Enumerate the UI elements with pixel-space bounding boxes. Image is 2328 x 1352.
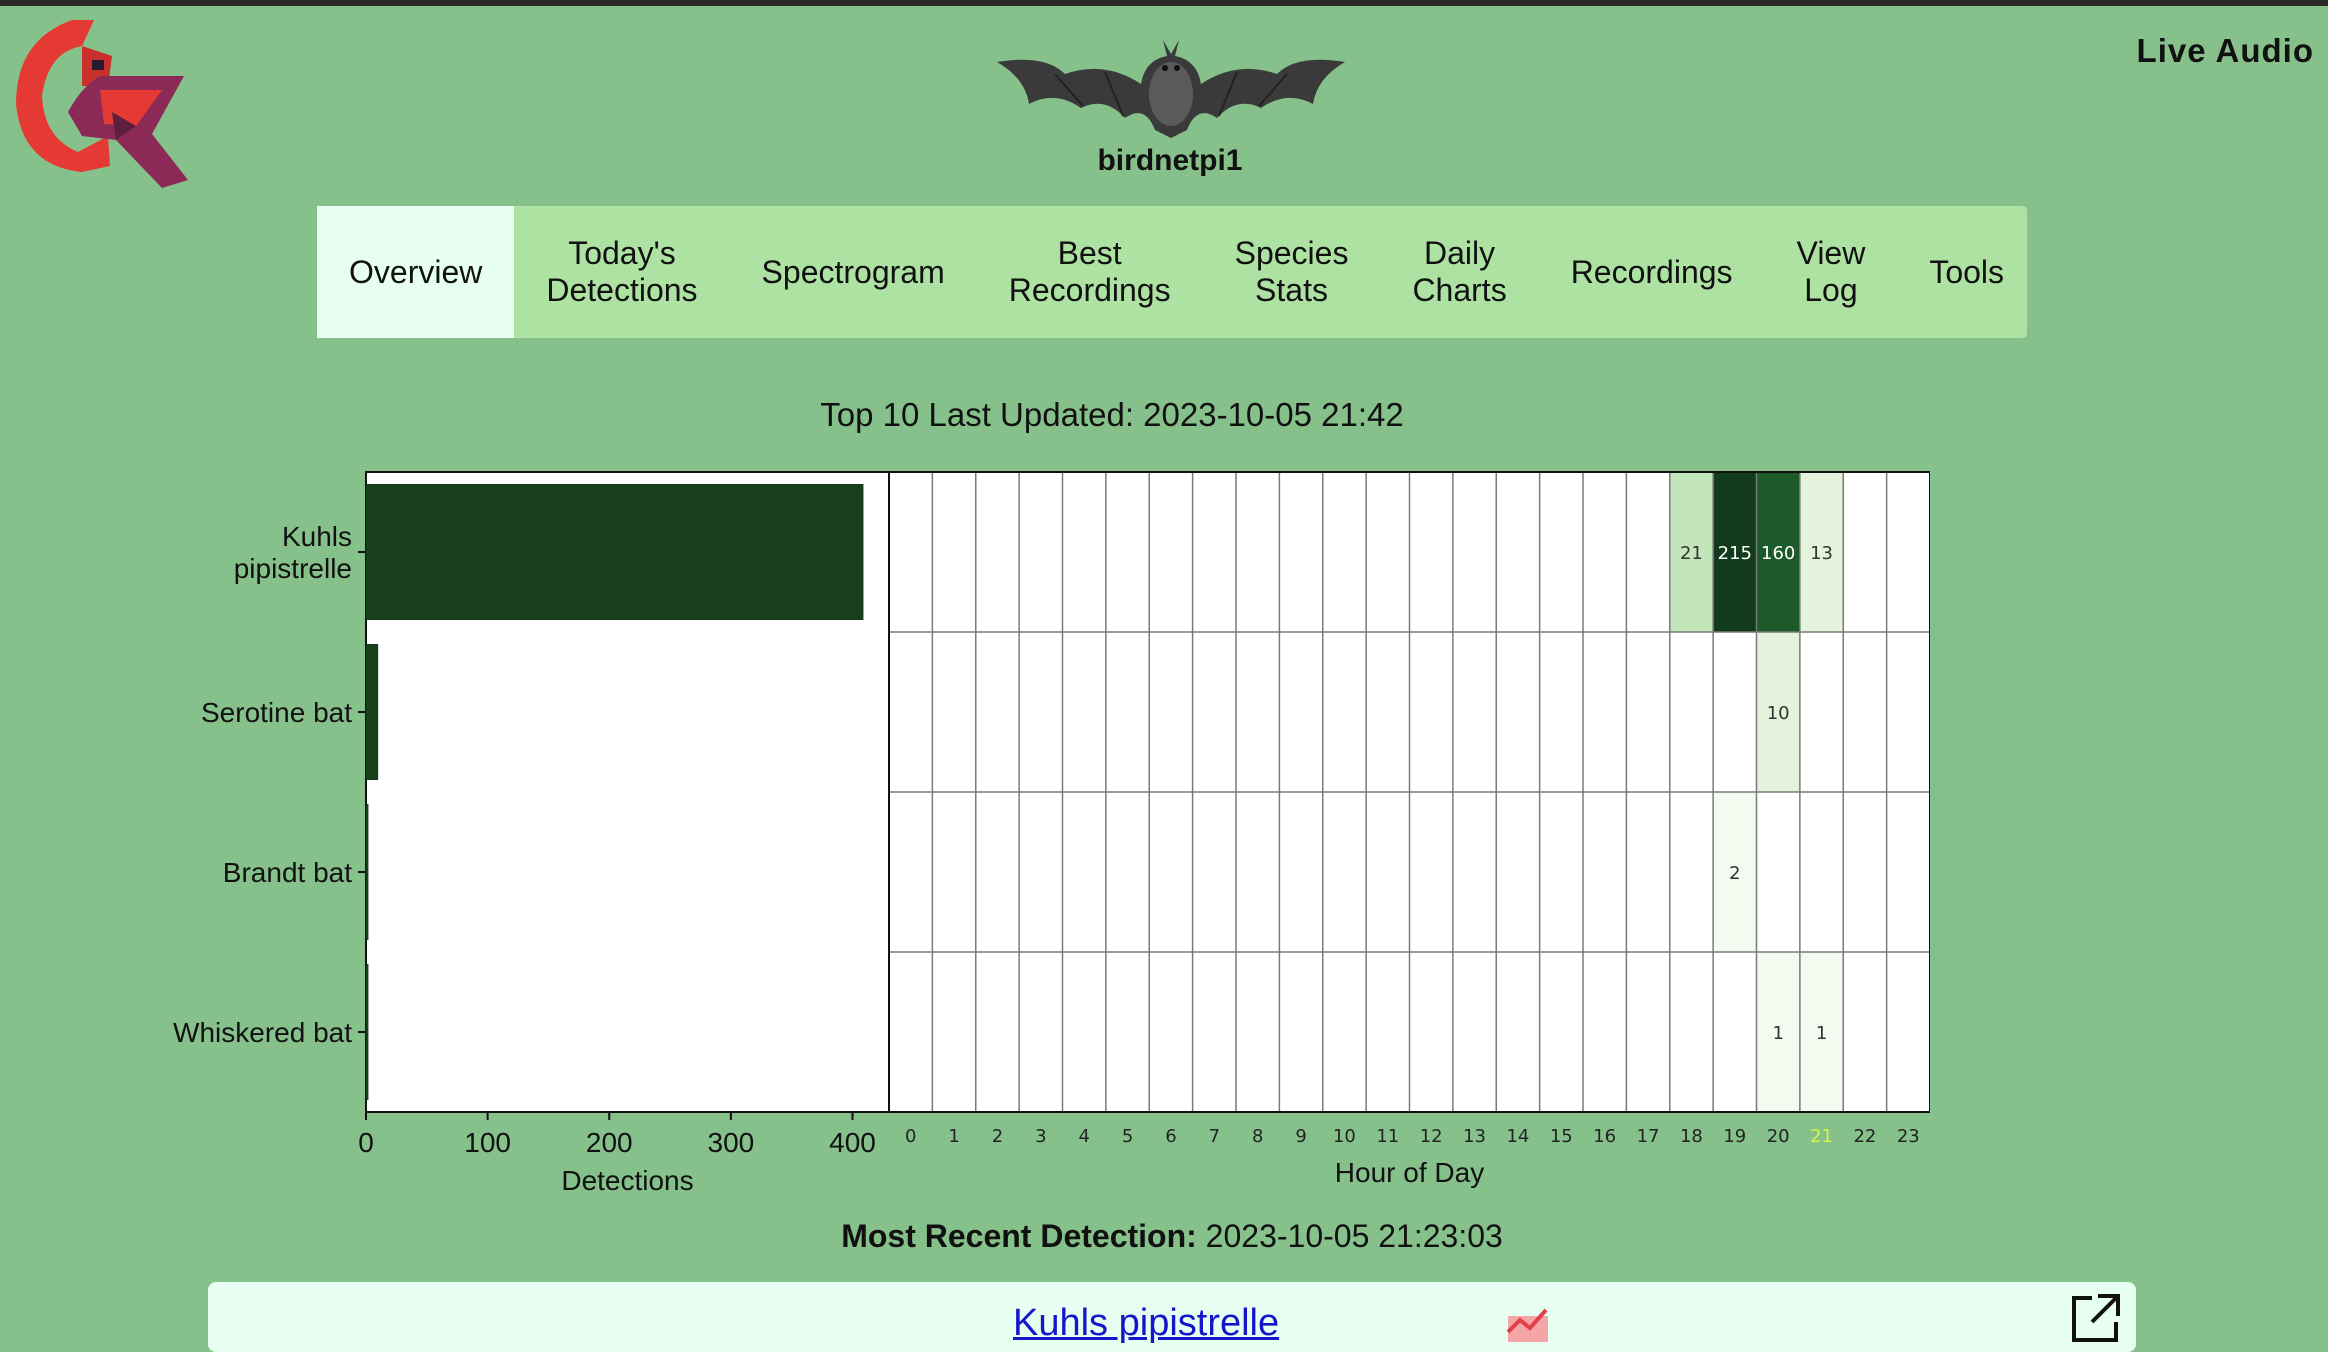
heatmap-cell-value: 1 (1772, 1023, 1783, 1044)
hour-tick-label: 17 (1637, 1126, 1660, 1147)
nav-label: Spectrogram (761, 253, 945, 290)
hour-tick-label: 14 (1506, 1126, 1529, 1147)
hour-tick-label: 1 (948, 1126, 959, 1147)
hour-tick-label: 9 (1295, 1126, 1306, 1147)
heatmap-x-axis-label: Hour of Day (1335, 1157, 1484, 1188)
nav-label: Tools (1929, 253, 2005, 290)
nav-label: Recordings (1008, 272, 1171, 308)
top10-last-updated: Top 10 Last Updated: 2023-10-05 21:42 (820, 396, 1404, 433)
hour-tick-label: 11 (1376, 1126, 1399, 1147)
heatmap-cell-value: 215 (1718, 543, 1752, 564)
heatmap-cell (1756, 632, 1800, 792)
nav-label: View (1796, 235, 1866, 271)
bar (366, 804, 369, 940)
y-tick-label: Kuhls (282, 521, 352, 552)
x-tick-label: 100 (464, 1127, 511, 1158)
heatmap-cell (1669, 472, 1714, 632)
nav-label: Species (1234, 235, 1349, 271)
most-recent-time: 2023-10-05 21:23:03 (1205, 1218, 1503, 1254)
hour-tick-label: 3 (1035, 1126, 1046, 1147)
nav-daily-charts[interactable]: Daily Charts (1380, 206, 1538, 338)
x-tick-label: 200 (586, 1127, 633, 1158)
bat-icon (997, 40, 1345, 138)
nav-label: Today's (568, 235, 676, 271)
most-recent-label: Most Recent Detection: (841, 1218, 1197, 1254)
x-tick-label: 0 (358, 1127, 374, 1158)
nav-label: Log (1804, 272, 1858, 308)
nav-recordings[interactable]: Recordings (1539, 206, 1765, 338)
heatmap-cell-value: 160 (1761, 543, 1795, 564)
bar (366, 964, 369, 1100)
nav-view-log[interactable]: View Log (1765, 206, 1898, 338)
open-external-icon[interactable] (2070, 1292, 2122, 1344)
main-nav: Overview Today's Detections Spectrogram Best… (317, 206, 2027, 338)
most-recent-detection: Most Recent Detection: 2023-10-05 21:23:… (0, 1218, 2328, 1255)
hour-tick-label: 6 (1165, 1126, 1176, 1147)
site-name: birdnetpi1 (1097, 144, 1243, 177)
nav-tools[interactable]: Tools (1897, 206, 2036, 338)
hour-tick-label: 16 (1593, 1126, 1616, 1147)
x-tick-label: 300 (708, 1127, 755, 1158)
nav-label: Stats (1255, 272, 1328, 308)
hour-tick-label: 21 (1810, 1126, 1833, 1147)
nav-label: Daily (1424, 235, 1496, 271)
heatmap-cell (1799, 952, 1844, 1112)
trend-chart-icon[interactable] (1506, 1302, 1550, 1342)
heatmap-cell-value: 21 (1680, 543, 1703, 564)
window-top-border (0, 0, 2328, 6)
hour-tick-label: 22 (1853, 1126, 1876, 1147)
hour-tick-label: 2 (992, 1126, 1003, 1147)
hour-tick-label: 13 (1463, 1126, 1486, 1147)
heatmap-border (888, 471, 1930, 1113)
hour-tick-label: 20 (1767, 1126, 1790, 1147)
nav-label: Best (1057, 235, 1122, 271)
y-tick-label: Brandt bat (223, 857, 352, 888)
heatmap-cell (1756, 472, 1800, 632)
hour-tick-label: 19 (1723, 1126, 1746, 1147)
hour-tick-label: 0 (905, 1126, 916, 1147)
heatmap-cell-value: 2 (1729, 863, 1740, 884)
heatmap-cell (1713, 472, 1757, 632)
hour-tick-label: 18 (1680, 1126, 1703, 1147)
nav-today-s-detections[interactable]: Today's Detections (514, 206, 729, 338)
bar (366, 484, 864, 620)
recent-species-link[interactable]: Kuhls pipistrelle (1013, 1302, 1280, 1344)
hour-tick-label: 10 (1333, 1126, 1356, 1147)
x-axis-label: Detections (561, 1165, 693, 1196)
live-audio-button[interactable]: Live Audio (2136, 32, 2314, 69)
nav-label: Overview (349, 253, 483, 290)
y-tick-label: Serotine bat (201, 697, 352, 728)
recent-detection-card: Kuhls pipistrelle (208, 1282, 2136, 1352)
hour-tick-label: 5 (1122, 1126, 1133, 1147)
nav-label: Charts (1412, 272, 1507, 308)
hour-tick-label: 4 (1078, 1126, 1089, 1147)
y-tick-label: Whiskered bat (173, 1017, 352, 1048)
hour-tick-label: 23 (1897, 1126, 1920, 1147)
hour-tick-label: 12 (1420, 1126, 1443, 1147)
bar (366, 644, 379, 780)
x-tick-label: 400 (829, 1127, 876, 1158)
y-tick-label: pipistrelle (234, 553, 352, 584)
nav-best-recordings[interactable]: Best Recordings (977, 206, 1203, 338)
heatmap-cell (1756, 952, 1800, 1112)
heatmap-cell-value: 10 (1767, 703, 1790, 724)
nav-species-stats[interactable]: Species Stats (1203, 206, 1381, 338)
nav-label: Detections (546, 272, 698, 308)
heatmap-cell-value: 1 (1816, 1023, 1827, 1044)
nav-spectrogram[interactable]: Spectrogram (730, 206, 977, 338)
heatmap-cell (1713, 792, 1757, 952)
hour-tick-label: 15 (1550, 1126, 1573, 1147)
hour-tick-label: 8 (1252, 1126, 1263, 1147)
hour-tick-label: 7 (1209, 1126, 1220, 1147)
nav-overview[interactable]: Overview (317, 206, 515, 338)
heatmap-cell-value: 13 (1810, 543, 1833, 564)
cardinal-logo-icon[interactable] (12, 16, 192, 188)
nav-label: Recordings (1570, 253, 1733, 290)
heatmap-cell (1799, 472, 1844, 632)
